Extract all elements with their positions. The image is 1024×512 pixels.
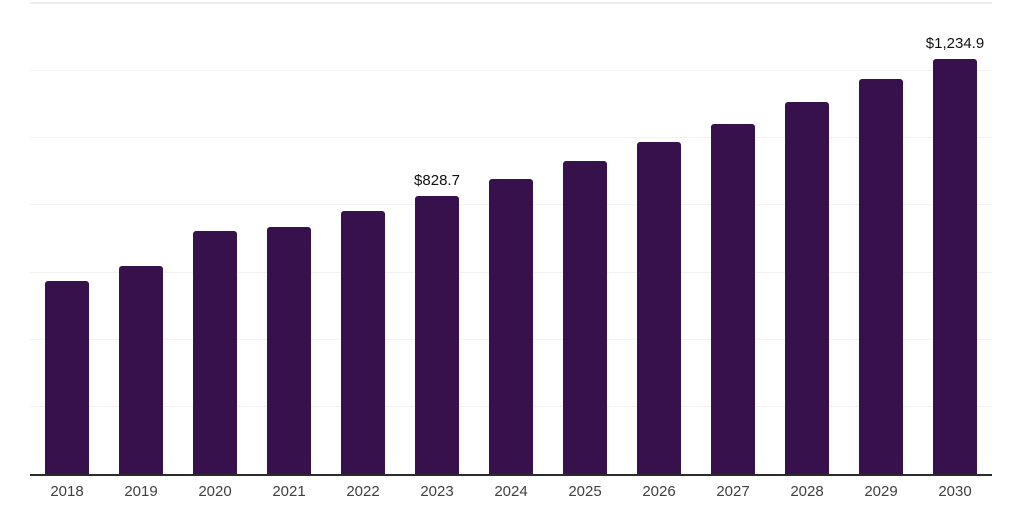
- bar-value-label-2030: $1,234.9: [925, 35, 985, 53]
- x-tick-2019: 2019: [124, 483, 158, 500]
- bar-slot-2025: [548, 4, 622, 474]
- x-tick-2023: 2023: [420, 483, 454, 500]
- bar-slot-2028: [770, 4, 844, 474]
- x-tick-2021: 2021: [272, 483, 306, 500]
- x-tick-2030: 2030: [938, 483, 972, 500]
- bar-2023: [415, 195, 459, 474]
- bar-2022: [341, 210, 385, 474]
- bar-2026: [637, 141, 681, 474]
- x-tick-2029: 2029: [864, 483, 898, 500]
- x-axis-labels: 2018 2019 2020 2021 2022 2023 2024 2025 2026 2027…: [30, 483, 992, 500]
- bar-2020: [193, 230, 237, 474]
- x-tick-2020: 2020: [198, 483, 232, 500]
- x-tick-2018: 2018: [50, 483, 84, 500]
- bar-slot-2018: [30, 4, 104, 474]
- x-tick-2024: 2024: [494, 483, 528, 500]
- bar-slot-2022: [326, 4, 400, 474]
- bar-2030: [933, 59, 977, 474]
- x-tick-2025: 2025: [568, 483, 602, 500]
- bar-2024: [489, 178, 533, 474]
- bar-value-label-2023: $828.7: [414, 171, 460, 189]
- bar-2028: [785, 101, 829, 474]
- gridline-1200: [30, 70, 992, 72]
- x-tick-2028: 2028: [790, 483, 824, 500]
- bar-slot-2021: [252, 4, 326, 474]
- bar-slot-2030: $1,234.9: [918, 4, 992, 474]
- bar-slot-2023: $828.7: [400, 4, 474, 474]
- bar-slot-2026: [622, 4, 696, 474]
- bar-2019: [119, 265, 163, 474]
- x-tick-2022: 2022: [346, 483, 380, 500]
- bar-2027: [711, 123, 755, 474]
- x-axis-line: [30, 474, 992, 476]
- bar-2025: [563, 160, 607, 474]
- x-tick-2027: 2027: [716, 483, 750, 500]
- x-tick-2026: 2026: [642, 483, 676, 500]
- bar-slot-2020: [178, 4, 252, 474]
- bar-2029: [859, 78, 903, 474]
- bar-slot-2019: [104, 4, 178, 474]
- bars: $828.7 $1,234.9: [30, 4, 992, 474]
- gridline-1000: [30, 137, 992, 139]
- bar-chart: $828.7 $1,234.9: [30, 2, 992, 476]
- bar-2018: [45, 280, 89, 474]
- bar-2021: [267, 226, 311, 474]
- bar-slot-2024: [474, 4, 548, 474]
- bar-slot-2029: [844, 4, 918, 474]
- bar-slot-2027: [696, 4, 770, 474]
